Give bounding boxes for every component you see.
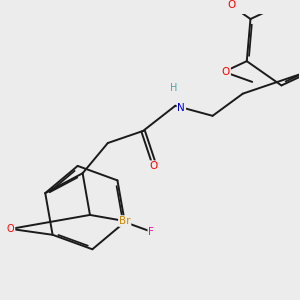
Text: O: O bbox=[222, 67, 230, 77]
Text: O: O bbox=[7, 224, 14, 234]
Text: Br: Br bbox=[119, 216, 130, 226]
Text: N: N bbox=[178, 103, 185, 113]
Text: O: O bbox=[149, 161, 157, 171]
Text: H: H bbox=[169, 82, 177, 93]
Text: O: O bbox=[228, 0, 236, 10]
Text: F: F bbox=[148, 227, 154, 237]
